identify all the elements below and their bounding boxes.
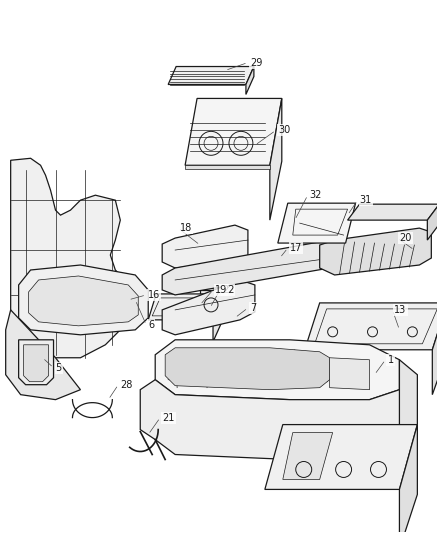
Text: 32: 32	[310, 190, 322, 200]
Text: 16: 16	[148, 290, 160, 300]
Polygon shape	[168, 67, 254, 84]
Text: 18: 18	[180, 223, 192, 233]
Polygon shape	[162, 280, 255, 335]
Polygon shape	[200, 290, 222, 320]
Polygon shape	[213, 294, 221, 342]
Polygon shape	[399, 425, 417, 533]
Text: 31: 31	[360, 195, 372, 205]
Text: 19: 19	[215, 285, 227, 295]
Polygon shape	[399, 360, 417, 459]
Polygon shape	[432, 303, 438, 394]
Text: 20: 20	[399, 233, 412, 243]
Polygon shape	[305, 303, 438, 350]
Text: 7: 7	[250, 303, 256, 313]
Text: 5: 5	[56, 363, 62, 373]
Polygon shape	[283, 433, 332, 480]
Polygon shape	[175, 262, 235, 278]
Polygon shape	[28, 276, 138, 326]
Polygon shape	[6, 310, 81, 400]
Polygon shape	[19, 265, 148, 335]
Polygon shape	[140, 379, 417, 459]
Polygon shape	[148, 294, 221, 320]
Polygon shape	[427, 204, 438, 240]
Polygon shape	[185, 165, 270, 169]
Polygon shape	[330, 358, 370, 390]
Polygon shape	[278, 203, 356, 243]
Polygon shape	[155, 340, 399, 400]
Polygon shape	[185, 99, 282, 165]
Polygon shape	[265, 425, 417, 489]
Text: 29: 29	[250, 58, 262, 68]
Polygon shape	[24, 345, 49, 382]
Polygon shape	[11, 158, 125, 358]
Polygon shape	[162, 240, 361, 295]
Text: 1: 1	[388, 355, 394, 365]
Polygon shape	[19, 340, 53, 385]
Polygon shape	[165, 348, 330, 390]
Polygon shape	[320, 228, 431, 275]
Text: 21: 21	[162, 413, 175, 423]
Polygon shape	[270, 99, 282, 220]
Text: 30: 30	[278, 125, 290, 135]
Text: 13: 13	[395, 305, 407, 315]
Text: 17: 17	[290, 243, 302, 253]
Polygon shape	[246, 67, 254, 94]
Polygon shape	[348, 204, 438, 220]
Polygon shape	[162, 225, 248, 268]
Text: 22: 22	[222, 285, 234, 295]
Text: 28: 28	[120, 379, 133, 390]
Text: 6: 6	[148, 320, 154, 330]
